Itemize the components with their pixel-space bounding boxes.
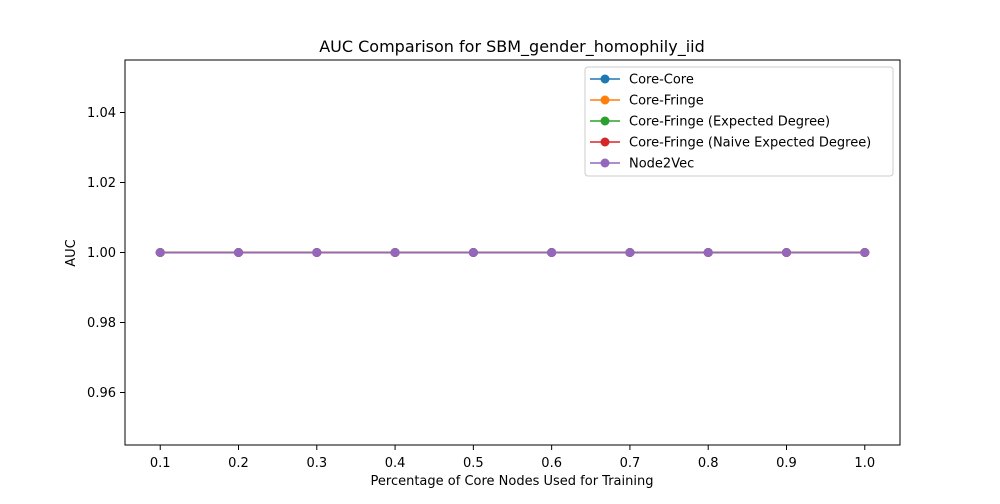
data-point-node2vec [155, 248, 165, 257]
legend-items: Core-Core Core-Fringe Core-Fringe (Expecte… [590, 73, 871, 172]
x-tick-label: 0.6 [541, 456, 562, 471]
data-point-node2vec [625, 248, 635, 257]
legend-marker [600, 116, 610, 126]
data-point-node2vec [390, 248, 400, 257]
x-tick-label: 0.1 [150, 456, 171, 471]
legend-label: Core-Fringe (Naive Expected Degree) [629, 136, 871, 151]
legend-marker [600, 95, 610, 105]
legend: Core-Core Core-Fringe Core-Fringe (Expecte… [584, 66, 894, 177]
legend-box [584, 66, 894, 177]
series-node2vec [155, 248, 870, 257]
legend-item-core-core: Core-Core [590, 73, 694, 88]
y-tick-label: 1.04 [87, 106, 116, 121]
y-tick-label: 1.00 [87, 246, 116, 261]
legend-item-core-fringe: Core-Fringe [590, 94, 704, 109]
x-tick-label: 0.4 [385, 456, 406, 471]
chart-title: AUC Comparison for SBM_gender_homophily_… [319, 37, 705, 57]
legend-item-core-fringe-expected-degree: Core-Fringe (Expected Degree) [590, 115, 830, 130]
x-axis: 0.1 0.2 0.3 0.4 0.5 0.6 0.7 0.8 0.9 1.0 [150, 445, 875, 471]
legend-item-node2vec: Node2Vec [590, 157, 694, 172]
x-tick-label: 0.9 [776, 456, 797, 471]
y-tick-label: 0.96 [87, 386, 116, 401]
y-tick-label: 1.02 [87, 176, 116, 191]
y-tick-label: 0.98 [87, 316, 116, 331]
series-layer [155, 248, 870, 257]
legend-marker [600, 74, 610, 84]
x-tick-label: 0.7 [620, 456, 641, 471]
data-point-node2vec [860, 248, 870, 257]
data-point-node2vec [781, 248, 791, 257]
legend-label: Node2Vec [629, 157, 694, 172]
x-tick-label: 0.5 [463, 456, 484, 471]
data-point-node2vec [703, 248, 713, 257]
data-point-node2vec [312, 248, 322, 257]
legend-label: Core-Fringe (Expected Degree) [629, 115, 830, 130]
x-tick-label: 0.3 [306, 456, 327, 471]
data-point-node2vec [234, 248, 244, 257]
legend-label: Core-Core [629, 73, 694, 88]
legend-marker [600, 158, 610, 168]
x-tick-label: 1.0 [854, 456, 875, 471]
legend-marker [600, 137, 610, 147]
legend-label: Core-Fringe [629, 94, 704, 109]
data-point-node2vec [468, 248, 478, 257]
x-tick-label: 0.2 [228, 456, 249, 471]
data-point-node2vec [547, 248, 557, 257]
legend-item-core-fringe-naive-expected-degree: Core-Fringe (Naive Expected Degree) [590, 136, 871, 151]
y-axis-label: AUC [64, 239, 79, 267]
y-axis: 0.96 0.98 1.00 1.02 1.04 [87, 106, 125, 401]
x-tick-label: 0.8 [698, 456, 719, 471]
x-axis-label: Percentage of Core Nodes Used for Traini… [371, 474, 654, 489]
